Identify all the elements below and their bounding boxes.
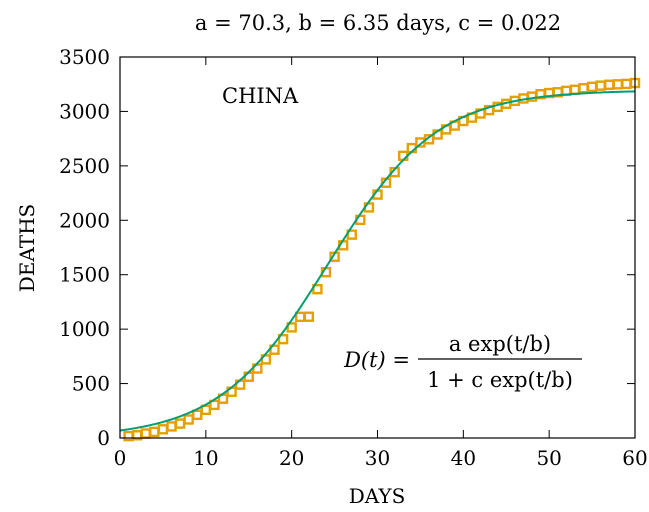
x-tick-label: 40 bbox=[451, 446, 476, 470]
data-point bbox=[303, 311, 315, 322]
chart-title: a = 70.3, b = 6.35 days, c = 0.022 bbox=[195, 11, 561, 35]
data-point bbox=[192, 409, 203, 421]
y-tick-label: 3500 bbox=[59, 45, 110, 69]
x-tick-label: 50 bbox=[536, 446, 561, 470]
y-tick-label: 0 bbox=[97, 426, 110, 450]
formula-denominator: 1 + c exp(t/b) bbox=[427, 368, 573, 392]
data-point bbox=[183, 414, 194, 425]
x-tick-label: 20 bbox=[279, 446, 304, 470]
data-point bbox=[604, 79, 615, 90]
y-tick-label: 500 bbox=[72, 372, 110, 396]
formula-lhs: D(t) = bbox=[343, 348, 410, 372]
x-axis-label: DAYS bbox=[349, 484, 406, 508]
formula-numerator: a exp(t/b) bbox=[449, 332, 551, 356]
x-tick-label: 30 bbox=[365, 446, 390, 470]
data-point bbox=[149, 426, 160, 438]
x-axis-ticks: 0 10 20 30 40 50 60 bbox=[114, 57, 648, 470]
y-tick-label: 1500 bbox=[59, 263, 110, 287]
data-point bbox=[586, 81, 598, 93]
data-point bbox=[157, 424, 169, 435]
data-point bbox=[612, 79, 624, 90]
y-axis-label: DEATHS bbox=[15, 204, 39, 292]
data-point bbox=[312, 283, 323, 295]
x-tick-label: 0 bbox=[114, 446, 127, 470]
country-label: CHINA bbox=[222, 84, 299, 108]
data-point bbox=[595, 80, 606, 91]
formula-annotation: D(t) = a exp(t/b) 1 + c exp(t/b) bbox=[343, 332, 582, 392]
data-point bbox=[123, 430, 134, 442]
data-point bbox=[569, 84, 581, 95]
y-tick-label: 2500 bbox=[59, 154, 110, 178]
data-point bbox=[166, 421, 177, 432]
data-point bbox=[621, 78, 632, 90]
data-point bbox=[140, 428, 151, 439]
x-tick-label: 60 bbox=[622, 446, 647, 470]
y-tick-label: 2000 bbox=[59, 208, 110, 232]
data-point bbox=[174, 418, 186, 429]
data-point bbox=[295, 311, 306, 323]
y-tick-label: 3000 bbox=[59, 99, 110, 123]
x-tick-label: 10 bbox=[193, 446, 218, 470]
data-point bbox=[277, 333, 289, 345]
y-tick-label: 1000 bbox=[59, 317, 110, 341]
fit-curve bbox=[119, 90, 636, 432]
data-point bbox=[286, 322, 297, 333]
y-axis-ticks: 0 500 1000 1500 2000 2500 3000 3500 bbox=[59, 45, 635, 450]
data-point bbox=[578, 83, 589, 94]
data-point bbox=[209, 399, 220, 411]
